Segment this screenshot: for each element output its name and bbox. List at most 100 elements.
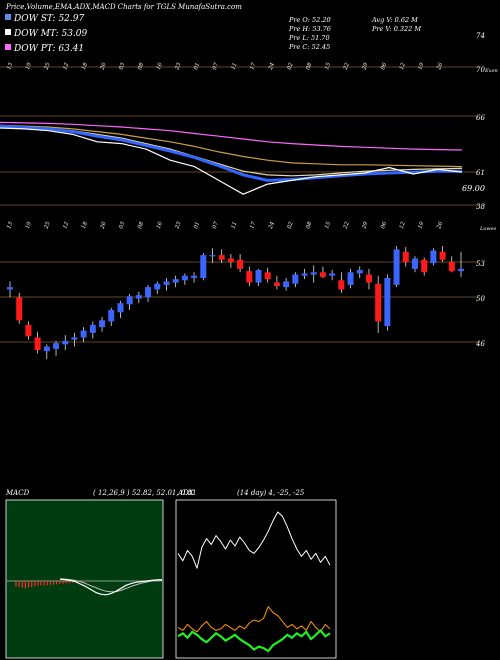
- candle-body: [200, 255, 207, 278]
- candle-body: [154, 283, 161, 290]
- date-label: 26: [99, 62, 108, 72]
- date-label: 26: [436, 221, 445, 231]
- candle-body: [16, 297, 23, 321]
- stat-close: Pre C: 52.45: [288, 43, 330, 51]
- date-label: 19: [25, 62, 33, 71]
- adx-label: ADX: [177, 489, 195, 497]
- candle-body: [191, 275, 198, 278]
- candle-body: [292, 274, 299, 284]
- y-tick-suffix: Exon: [484, 68, 498, 74]
- candle-body: [71, 337, 78, 340]
- candle-body: [126, 296, 133, 305]
- page-title: Price,Volume,EMA,ADX,MACD Charts for TGL…: [5, 3, 242, 11]
- candle-body: [255, 270, 262, 283]
- ema-line: [0, 124, 462, 182]
- candle-body: [181, 275, 188, 281]
- candle-body: [53, 343, 60, 349]
- legend-swatch-mt: [5, 29, 11, 35]
- date-label: 07: [212, 62, 220, 71]
- date-label: 15: [324, 221, 332, 230]
- macd-panel: MACD ( 12,26,9 ) 52.82, 52.01, 0.81: [5, 489, 196, 659]
- candle-body: [43, 346, 50, 352]
- legend-dow-mt: DOW MT: 53.09: [13, 29, 88, 39]
- date-label: 26: [99, 221, 108, 231]
- candle-body: [448, 262, 455, 272]
- macd-signal-line: [59, 578, 163, 593]
- legend: DOW ST: 52.97 DOW MT: 53.09 DOW PT: 63.4…: [5, 14, 88, 54]
- candle-body: [356, 270, 363, 274]
- candle-body: [393, 249, 400, 285]
- macd-label: MACD: [5, 489, 30, 497]
- date-label: 12: [62, 62, 70, 71]
- candle-body: [108, 310, 115, 322]
- last-value-label: 69.00: [462, 184, 485, 193]
- date-label: 29: [361, 62, 370, 72]
- date-label: 25: [43, 62, 52, 72]
- date-label: 13: [6, 62, 14, 71]
- legend-dow-pt: DOW PT: 63.41: [13, 44, 84, 54]
- date-label: 12: [399, 62, 407, 71]
- candle-body: [237, 259, 244, 269]
- candle-body: [347, 272, 354, 285]
- candle-body: [62, 340, 69, 345]
- date-label: 03: [118, 221, 126, 230]
- candle-body: [283, 281, 290, 288]
- candle-body: [89, 324, 96, 333]
- candle-body: [384, 278, 391, 326]
- legend-swatch-pt: [5, 44, 11, 50]
- legend-swatch-st: [5, 14, 11, 20]
- candle-body: [375, 283, 382, 322]
- date-label: 22: [342, 62, 351, 72]
- date-label: 02: [287, 62, 295, 71]
- price-panel: 53 50 46 Lowes 13 19 25 12 18 26 03 08 16 23 01 07 1…: [0, 221, 497, 360]
- macd-plot-area: [5, 499, 164, 659]
- ohlc-stats: Pre O: 52.20 Pre H: 53.76 Pre L: 51.70 P…: [288, 16, 421, 51]
- adx-line-di: [177, 629, 331, 653]
- date-label: 12: [62, 221, 70, 230]
- y-tick-suffix: Lowes: [479, 226, 497, 232]
- date-label: 08: [305, 221, 313, 230]
- date-label: 11: [231, 62, 239, 71]
- date-label: 17: [249, 62, 257, 71]
- y-tick-label: 74: [476, 32, 485, 40]
- date-label: 19: [418, 62, 426, 71]
- adx-line-adx: [177, 511, 331, 569]
- candle-body: [80, 330, 87, 338]
- date-label: 02: [287, 221, 295, 230]
- stat-avg-volume: Avg V: 0.62 M: [371, 16, 418, 24]
- candle-body: [227, 258, 234, 262]
- adx-plot-area: [175, 499, 337, 659]
- date-label: 24: [268, 62, 277, 72]
- adx-panel: ADX (14 day) 4, -25, -25: [175, 489, 337, 659]
- date-label: 22: [342, 221, 351, 231]
- date-label: 23: [174, 62, 183, 72]
- date-label: 16: [156, 221, 164, 230]
- date-label: 24: [268, 221, 277, 231]
- candle-body: [25, 324, 32, 337]
- candle-body: [264, 272, 271, 280]
- date-label: 19: [418, 221, 426, 230]
- candle-body: [329, 273, 336, 276]
- ema-panel: 74 70 Exon 66 61 38 69.00 13 19 25 12 18 26 03…: [0, 32, 498, 211]
- legend-dow-st: DOW ST: 52.97: [13, 14, 84, 24]
- macd-line: [59, 578, 163, 596]
- date-label: 23: [174, 221, 183, 231]
- candle-body: [172, 279, 179, 283]
- y-tick-label: 50: [476, 295, 485, 303]
- date-label: 19: [25, 221, 33, 230]
- date-label: 18: [81, 221, 89, 230]
- candle-body: [439, 251, 446, 260]
- date-label: 08: [137, 221, 145, 230]
- date-label: 15: [324, 62, 332, 71]
- date-label: 06: [380, 62, 388, 71]
- date-label: 08: [305, 62, 313, 71]
- candle-body: [163, 281, 170, 285]
- candle-body: [145, 287, 152, 298]
- stat-high: Pre H: 53.76: [288, 25, 331, 33]
- stat-low: Pre L: 51.70: [288, 34, 330, 42]
- date-label: 06: [380, 221, 388, 230]
- candle-body: [338, 280, 345, 290]
- adx-params: (14 day) 4, -25, -25: [237, 489, 305, 497]
- candle-body: [421, 259, 428, 273]
